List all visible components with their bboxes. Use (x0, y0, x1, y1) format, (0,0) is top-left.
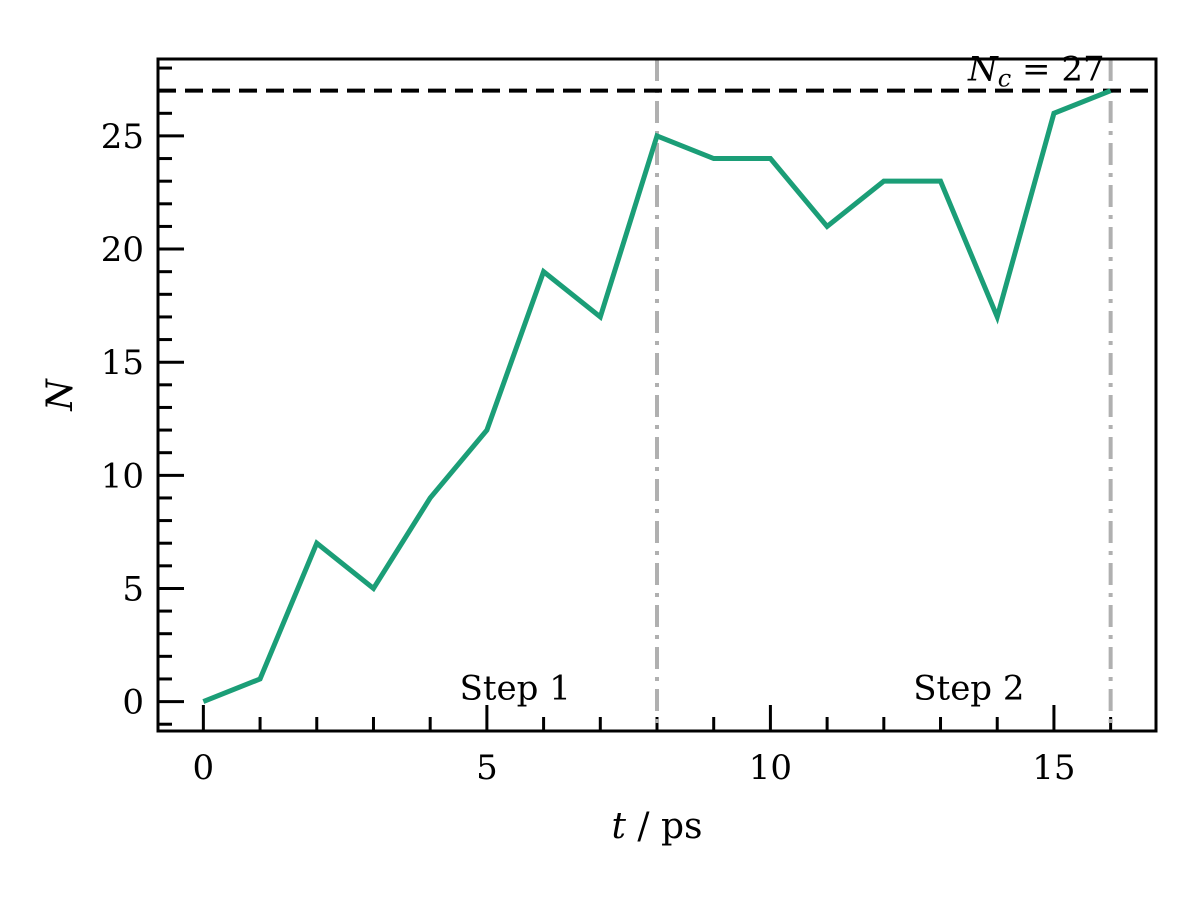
y-tick-label: 20 (101, 230, 144, 270)
ticks-layer (158, 66, 1113, 731)
y-tick-label: 10 (101, 456, 144, 496)
x-axis-label: t / ps (611, 806, 702, 847)
x-tick-label: 15 (1032, 748, 1075, 788)
threshold-label: Nc = 27 (967, 50, 1105, 93)
series-line (202, 88, 1112, 704)
step-annotation: Step 1 (460, 668, 571, 708)
x-tick-label: 0 (193, 748, 215, 788)
labels-layer: 0 5 10 15 0 5 10 15 20 25 t / ps N (40, 117, 1076, 847)
plot-frame (156, 57, 1158, 733)
y-tick-label: 5 (122, 569, 144, 609)
step-annotation: Step 2 (913, 668, 1024, 708)
x-tick-label: 5 (476, 748, 498, 788)
y-tick-label: 25 (101, 117, 144, 157)
y-axis-label: N (40, 378, 81, 412)
threshold-line-layer: Nc = 27 (158, 50, 1156, 93)
x-tick-label: 10 (749, 748, 792, 788)
series-layer (202, 88, 1112, 704)
y-tick-label: 0 (122, 683, 144, 723)
annotations-layer: Step 1 Step 2 (460, 668, 1025, 708)
vertical-reference-lines (655, 59, 1113, 731)
y-tick-label: 15 (101, 343, 144, 383)
